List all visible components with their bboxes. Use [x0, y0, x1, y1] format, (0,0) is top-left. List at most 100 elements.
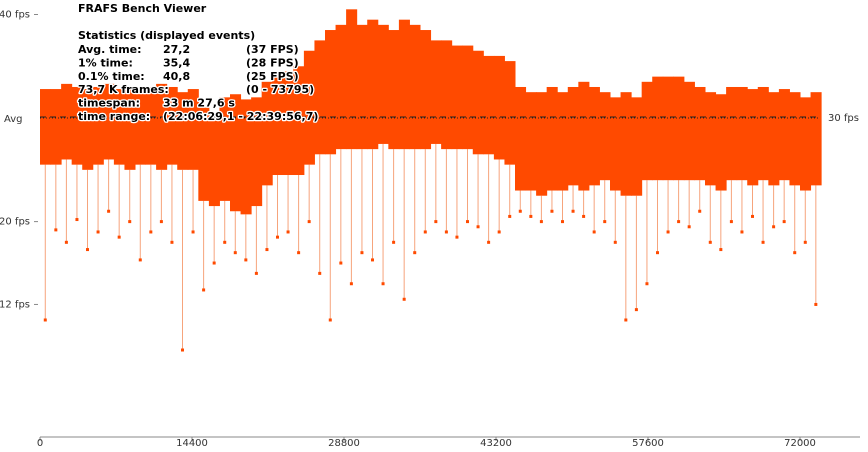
frame-band [441, 40, 453, 150]
frame-band [631, 97, 643, 196]
spike-point [170, 240, 174, 244]
spike-point [603, 220, 607, 224]
frame-band [367, 19, 379, 150]
frame-band [557, 92, 569, 191]
frame-band [177, 92, 189, 170]
spike-point [687, 225, 691, 229]
spike-point [328, 318, 332, 322]
frame-band [303, 50, 315, 165]
spike-point [276, 235, 280, 239]
spike-point [455, 235, 459, 239]
spike-point [86, 248, 90, 252]
spike-point [729, 220, 733, 224]
spike-point [349, 282, 353, 286]
frame-band [726, 86, 738, 181]
stat-value: 27,2 [163, 43, 190, 56]
spike-point [803, 240, 807, 244]
spike-point [96, 230, 100, 234]
x-tick-label: 57600 [632, 438, 664, 449]
spike-point [814, 302, 818, 306]
frame-band [778, 89, 790, 181]
stat-label: time range: [78, 110, 150, 123]
avg-label: Avg [4, 114, 23, 125]
frame-band [768, 92, 780, 186]
spike-point [191, 230, 195, 234]
frame-band [451, 45, 463, 150]
stat-label: 73,7 K frames: [78, 83, 169, 96]
spike-point [360, 251, 364, 255]
stat-fps: (25 FPS) [246, 70, 299, 83]
spike-point [571, 209, 575, 213]
frame-band [662, 76, 674, 181]
x-tick-label: 0 [37, 438, 43, 449]
spike-point [751, 214, 755, 218]
spike-point [666, 230, 670, 234]
stat-label: Avg. time: [78, 43, 142, 56]
frame-band [525, 92, 537, 191]
spike-point [128, 220, 132, 224]
stat-fps: (28 FPS) [246, 56, 299, 69]
frame-band [472, 50, 484, 155]
frame-band [409, 24, 421, 150]
y-tick-label: 40 fps [0, 9, 30, 20]
frame-band [187, 89, 199, 170]
spike-point [318, 271, 322, 275]
stat-fps: (0 - 73795) [246, 83, 314, 96]
threshold-label: 30 fps [828, 113, 859, 124]
frame-band [715, 94, 727, 191]
spike-point [159, 220, 163, 224]
spike-point [434, 220, 438, 224]
stat-label: 0.1% time: [78, 70, 145, 83]
app-title: FRAFS Bench Viewer [78, 2, 207, 15]
spike-point [539, 220, 543, 224]
frame-band [705, 92, 717, 186]
frame-band [736, 86, 748, 181]
spike-point [254, 271, 258, 275]
spike-point [656, 251, 660, 255]
frame-band [504, 61, 516, 165]
frame-band [483, 55, 495, 155]
spike-point [233, 251, 237, 255]
frame-band [156, 83, 168, 170]
spike-point [297, 251, 301, 255]
spike-point [423, 230, 427, 234]
spike-point [371, 258, 375, 262]
frame-band [398, 19, 410, 150]
frame-band [325, 30, 337, 155]
spike-point [592, 230, 596, 234]
frame-band [610, 97, 622, 191]
spike-point [677, 220, 681, 224]
frame-band [493, 55, 505, 160]
frame-band [356, 24, 368, 150]
frame-band [694, 86, 706, 181]
frame-band [789, 92, 801, 186]
frame-band [61, 83, 73, 160]
spike-point [117, 235, 121, 239]
spike-point [582, 214, 586, 218]
spike-point [75, 218, 79, 222]
y-tick-label: 20 fps [0, 217, 30, 228]
spike-point [529, 214, 533, 218]
frame-band [293, 66, 305, 176]
spike-point [719, 248, 723, 252]
spike-point [508, 214, 512, 218]
spike-point [550, 209, 554, 213]
spike-point [286, 230, 290, 234]
spike-point [476, 225, 480, 229]
frame-band [145, 86, 157, 165]
frame-band [578, 81, 590, 191]
x-tick-label: 14400 [176, 438, 208, 449]
frame-band [71, 86, 83, 165]
frame-band [92, 86, 104, 165]
frame-band [462, 45, 474, 150]
frame-band [113, 89, 125, 165]
spike-point [181, 348, 185, 352]
stat-value: 40,8 [163, 70, 190, 83]
spike-point [645, 282, 649, 286]
frame-band [208, 118, 220, 207]
frame-band [219, 97, 231, 201]
frame-band [588, 86, 600, 186]
x-tick-label: 72000 [784, 438, 816, 449]
